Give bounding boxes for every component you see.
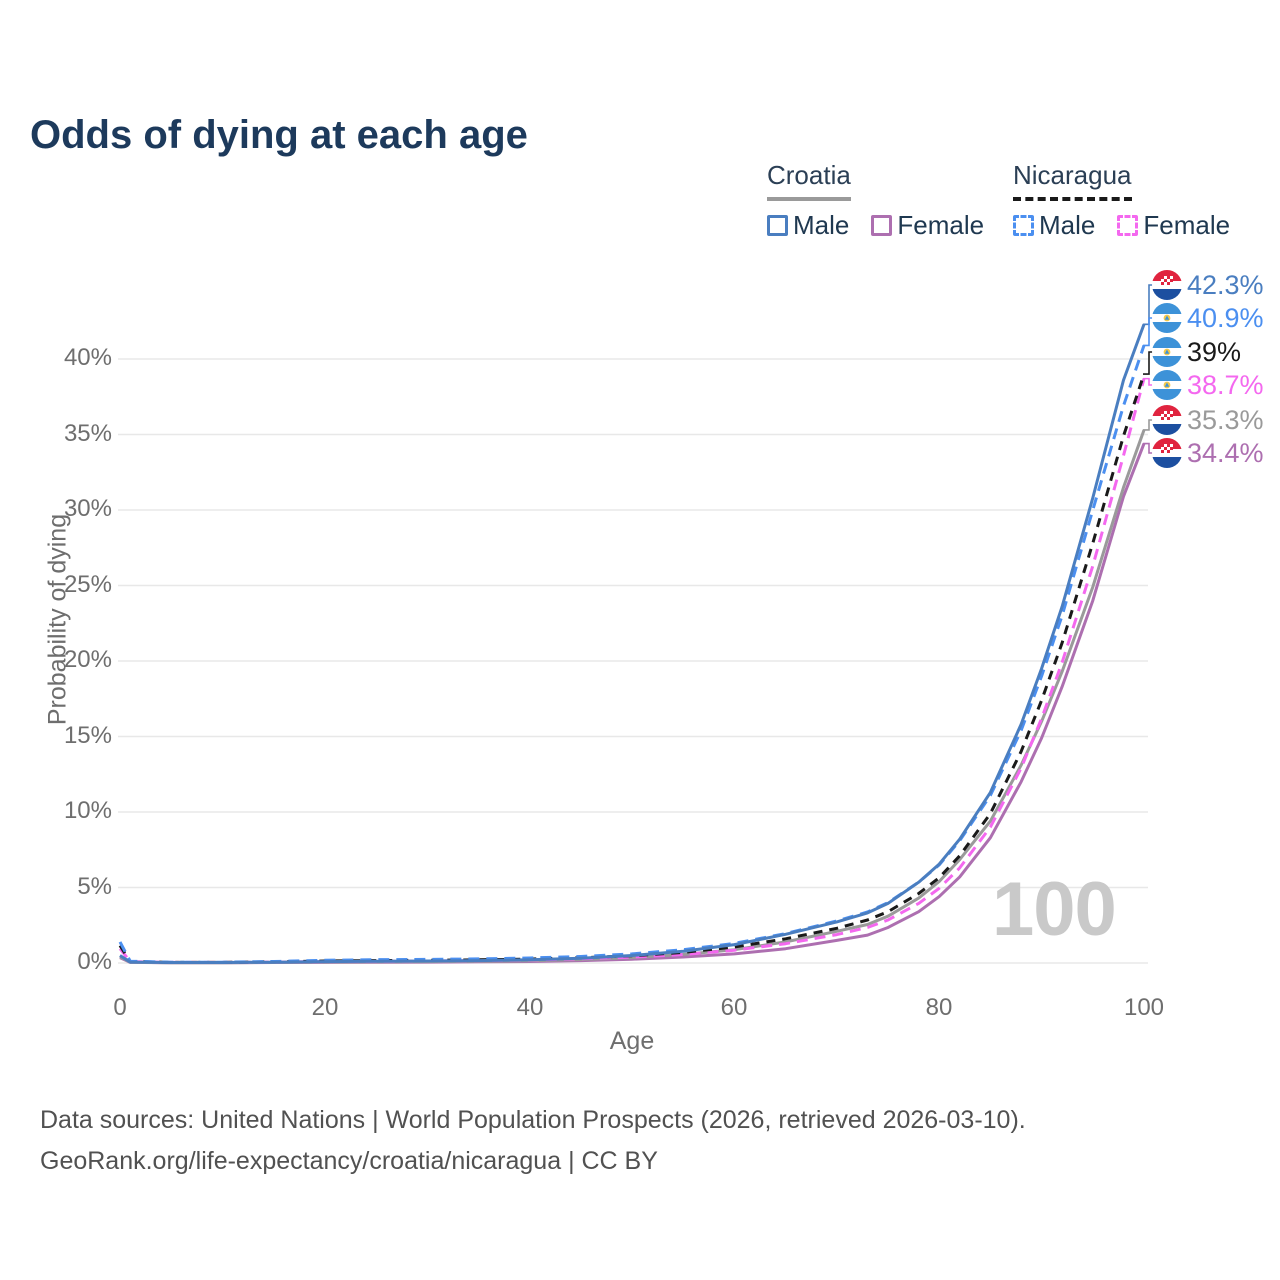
y-tick: 30%	[63, 495, 112, 522]
end-label-croatia-female: 34.4%	[1152, 436, 1264, 470]
end-label-value: 39%	[1187, 336, 1242, 367]
y-tick: 20%	[63, 646, 112, 673]
y-tick: 35%	[63, 420, 112, 447]
data-sources-line: Data sources: United Nations | World Pop…	[40, 1106, 1026, 1134]
legend-group-nicaragua: Nicaragua Male Female	[1013, 160, 1230, 241]
end-label-value: 35.3%	[1187, 404, 1264, 435]
end-label-nicaragua-male: 40.9%	[1152, 301, 1264, 335]
end-label-nicaragua-female: 38.7%	[1152, 368, 1264, 402]
nicaragua-male-swatch-icon	[1013, 215, 1034, 236]
legend-item-croatia-male[interactable]: Male	[767, 210, 849, 241]
end-label-value: 38.7%	[1187, 369, 1264, 400]
legend-croatia-title[interactable]: Croatia	[767, 160, 851, 201]
y-tick: 15%	[63, 722, 112, 749]
end-label-value: 42.3%	[1187, 269, 1264, 300]
legend-item-label: Female	[897, 210, 985, 240]
croatia-flag-icon	[1152, 270, 1182, 300]
legend-item-label: Male	[793, 210, 850, 240]
nicaragua-female-swatch-icon	[1117, 215, 1139, 236]
x-tick: 80	[925, 994, 953, 1021]
page-title: Odds of dying at each age	[30, 112, 528, 157]
attribution-line: GeoRank.org/life-expectancy/croatia/nica…	[40, 1147, 658, 1175]
y-tick: 0%	[77, 948, 112, 975]
croatia-male-swatch-icon	[767, 215, 788, 236]
croatia-flag-icon	[1152, 438, 1182, 468]
y-tick: 25%	[63, 571, 112, 598]
nicaragua-flag-icon	[1152, 370, 1182, 400]
y-axis-title: Probability of dying	[43, 513, 72, 726]
legend-item-nicaragua-female[interactable]: Female	[1117, 210, 1230, 241]
x-axis-title: Age	[609, 1027, 655, 1055]
end-label-value: 34.4%	[1187, 437, 1264, 468]
x-tick: 100	[1123, 994, 1165, 1021]
end-label-croatia-male: 42.3%	[1152, 268, 1264, 302]
nicaragua-flag-icon	[1152, 337, 1182, 367]
croatia-flag-icon	[1152, 405, 1182, 435]
y-tick: 5%	[77, 873, 112, 900]
x-tick: 40	[516, 994, 544, 1021]
legend-item-croatia-female[interactable]: Female	[871, 210, 984, 241]
x-tick: 20	[311, 994, 339, 1021]
end-label-nicaragua-both: 39%	[1152, 335, 1241, 369]
legend-group-croatia: Croatia Male Female	[767, 160, 984, 241]
legend-item-label: Female	[1143, 210, 1231, 240]
legend-item-label: Male	[1039, 210, 1096, 240]
end-label-croatia-both: 35.3%	[1152, 403, 1264, 437]
age-counter-watermark: 100	[992, 867, 1117, 952]
nicaragua-flag-icon	[1152, 303, 1182, 333]
y-tick: 40%	[63, 344, 112, 371]
legend-item-nicaragua-male[interactable]: Male	[1013, 210, 1095, 241]
end-label-value: 40.9%	[1187, 302, 1264, 333]
y-tick: 10%	[63, 797, 112, 824]
croatia-female-swatch-icon	[871, 215, 893, 236]
x-tick: 60	[720, 994, 748, 1021]
x-tick: 0	[113, 994, 127, 1021]
legend-nicaragua-title[interactable]: Nicaragua	[1013, 160, 1132, 201]
